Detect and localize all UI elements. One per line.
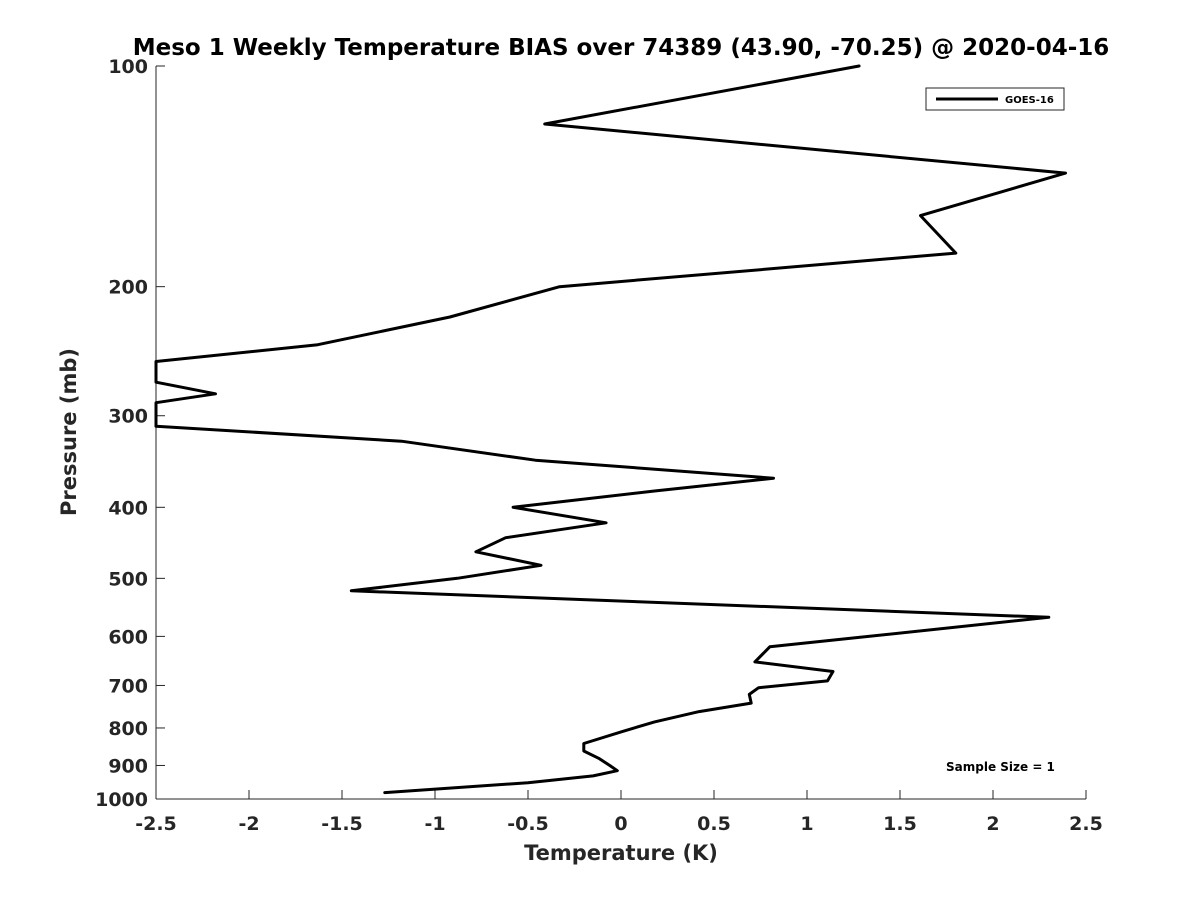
legend-label-goes-16: GOES-16 [1005, 95, 1054, 106]
x-tick-label: 1 [800, 813, 813, 835]
y-tick-label: 800 [108, 718, 148, 740]
x-tick-label: -2.5 [135, 813, 177, 835]
x-axis-label: Temperature (K) [524, 841, 718, 865]
y-tick-label: 600 [108, 626, 148, 648]
y-tick-label: 1000 [95, 789, 148, 811]
y-tick-label: 900 [108, 755, 148, 777]
x-tick-label: 0 [614, 813, 627, 835]
x-tick-label: 2.5 [1069, 813, 1103, 835]
y-axis-ticks: 100 200 300 400 500 600 700 800 900 1000 [95, 56, 165, 811]
series-layer [154, 64, 1067, 795]
x-tick-label: -1 [424, 813, 445, 835]
y-tick-label: 700 [108, 675, 148, 697]
x-tick-label: -0.5 [507, 813, 549, 835]
x-tick-label: -1.5 [321, 813, 363, 835]
y-tick-label: 200 [108, 277, 148, 299]
x-tick-label: 1.5 [883, 813, 917, 835]
sample-size-annotation: Sample Size = 1 [946, 760, 1055, 774]
legend: GOES-16 [925, 87, 1065, 111]
y-tick-label: 500 [108, 568, 148, 590]
x-tick-label: 2 [986, 813, 999, 835]
y-tick-label: 300 [108, 406, 148, 428]
plot-area [155, 66, 1086, 800]
series-line-goes-16 [154, 64, 1067, 795]
y-tick-label: 100 [108, 56, 148, 78]
x-tick-label: 0.5 [697, 813, 731, 835]
y-axis-label: Pressure (mb) [57, 348, 81, 516]
x-tick-label: -2 [238, 813, 259, 835]
chart-title: Meso 1 Weekly Temperature BIAS over 7438… [133, 35, 1110, 61]
x-axis-ticks: -2.5 -2 -1.5 -1 -0.5 0 0.5 1 1.5 2 2.5 [135, 790, 1103, 835]
y-tick-label: 400 [108, 497, 148, 519]
